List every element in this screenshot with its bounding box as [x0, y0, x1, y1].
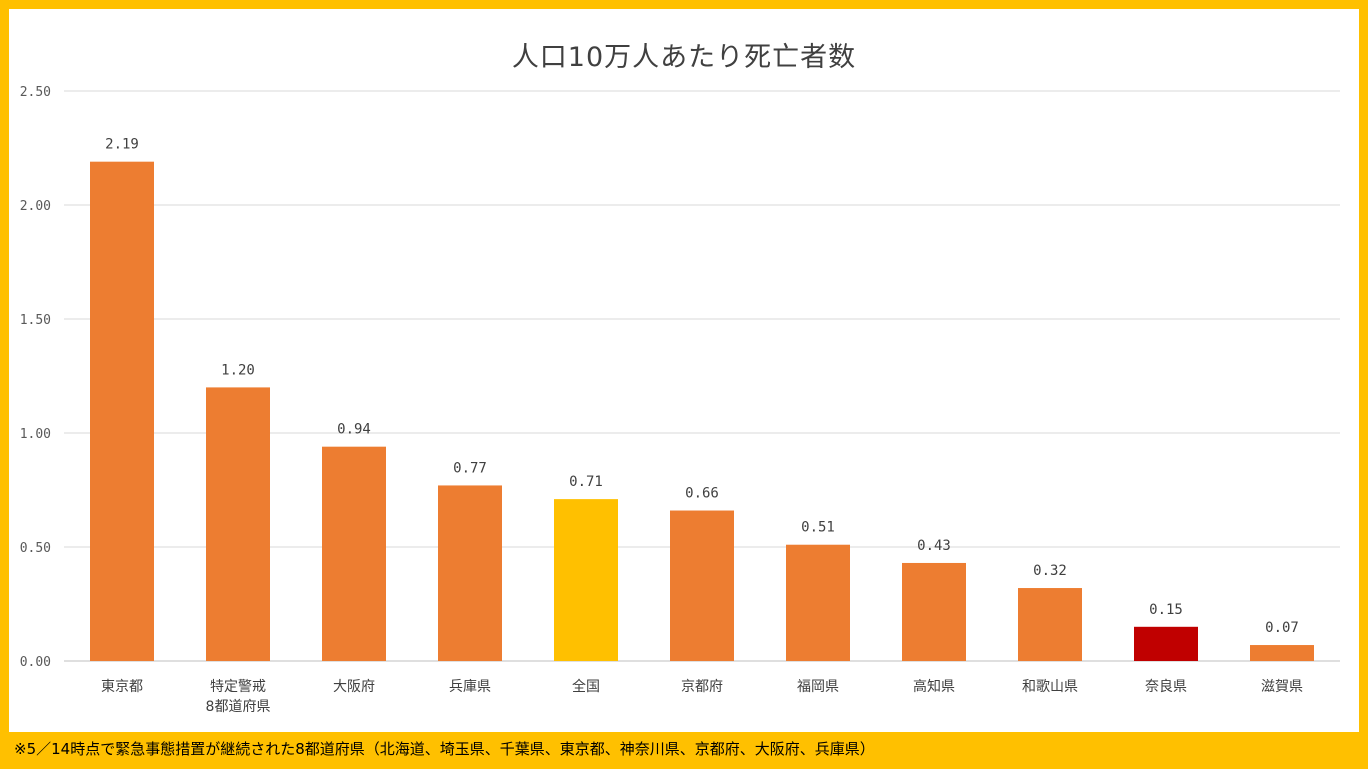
x-tick-label: 京都府 [681, 679, 723, 695]
chart-title: 人口10万人あたり死亡者数 [511, 42, 857, 73]
bar [554, 499, 618, 661]
y-tick-label: 1.50 [20, 313, 51, 328]
bar [670, 510, 734, 661]
bar [786, 544, 850, 661]
chart-panel: 人口10万人あたり死亡者数 0.00 0.50 1.00 1.50 2.00 2.50 2.… [9, 9, 1359, 732]
bar [438, 485, 502, 661]
data-label: 0.43 [917, 538, 951, 554]
x-tick-label: 全国 [572, 678, 600, 695]
data-label: 0.71 [569, 474, 603, 490]
bar [1250, 645, 1314, 661]
y-tick-label: 2.00 [20, 199, 51, 214]
data-label: 0.15 [1149, 602, 1183, 618]
x-tick-label: 大阪府 [333, 679, 375, 695]
data-label: 0.66 [685, 486, 719, 502]
bar [1134, 626, 1198, 661]
data-label: 0.07 [1265, 620, 1299, 636]
footnote: ※5／14時点で緊急事態措置が継続された8都道府県（北海道、埼玉県、千葉県、東京… [14, 740, 875, 758]
x-tick-label: 福岡県 [797, 679, 839, 695]
y-tick-label: 2.50 [20, 85, 51, 100]
x-tick-label: 8都道府県 [206, 699, 271, 715]
data-label: 0.51 [801, 520, 835, 536]
y-tick-label: 0.50 [20, 541, 51, 556]
bar-chart: 0.00 0.50 1.00 1.50 2.00 2.50 2.19 東京都 1.20 特定警戒 8… [20, 85, 1340, 715]
x-tick-label: 兵庫県 [449, 678, 491, 695]
bar [90, 161, 154, 661]
data-label: 1.20 [221, 362, 255, 378]
data-label: 2.19 [105, 137, 139, 153]
x-tick-label: 東京都 [101, 679, 143, 695]
y-tick-label: 1.00 [20, 427, 51, 442]
x-tick-label: 高知県 [913, 678, 955, 695]
bar [1018, 588, 1082, 661]
x-tick-label: 特定警戒 [210, 679, 266, 695]
x-tick-label: 和歌山県 [1022, 679, 1078, 695]
data-label: 0.94 [337, 422, 371, 438]
bar [206, 387, 270, 661]
bar [902, 562, 966, 661]
bar [322, 446, 386, 661]
data-label: 0.77 [453, 460, 487, 476]
y-tick-label: 0.00 [20, 655, 51, 670]
data-label: 0.32 [1033, 563, 1067, 579]
x-tick-label: 滋賀県 [1261, 679, 1303, 695]
x-tick-label: 奈良県 [1145, 679, 1187, 695]
